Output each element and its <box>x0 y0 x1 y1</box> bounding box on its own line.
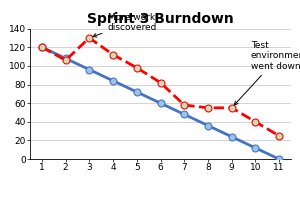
Legend: Planned, Actual: Planned, Actual <box>88 201 232 204</box>
Title: Sprint 3 Burndown: Sprint 3 Burndown <box>87 12 234 26</box>
Text: More work
discovered: More work discovered <box>93 13 157 37</box>
Text: Test
environment
went down: Test environment went down <box>234 41 300 105</box>
